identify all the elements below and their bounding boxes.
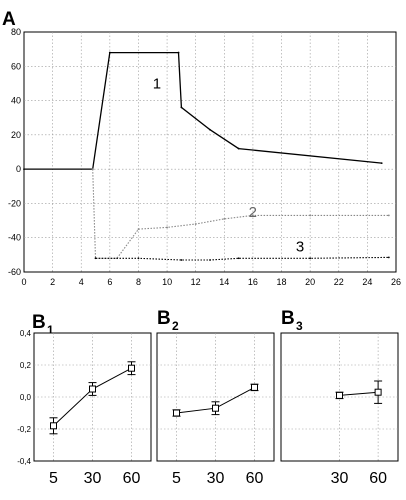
panel-b1-title: B 1 (32, 312, 54, 337)
panel-b1-chart: 0,4 0,2 0,0 -0,2 -0,4 5 30 60 (17, 329, 152, 487)
panel-a-series-1-point-5 (209, 128, 211, 131)
panel-b1-ytick-0: 0,4 (20, 329, 32, 338)
panel-a-xtick-6: 6 (107, 277, 112, 287)
panel-b2-xtick-60: 60 (246, 470, 264, 487)
panel-b3-xtick-30: 30 (331, 470, 349, 487)
panel-a-series-3-point-1 (137, 257, 140, 260)
panel-a-series (23, 51, 390, 261)
panel-b1-letter: B (32, 312, 46, 333)
panel-a-series-2-point-7 (252, 214, 254, 217)
panel-b2-subscript: 2 (172, 319, 179, 333)
panel-b3-letter: B (281, 308, 295, 329)
panel-a-series-3-point-0 (94, 257, 97, 260)
panel-a-ytick-80: 80 (11, 27, 21, 37)
panel-b2-point-30 (212, 404, 219, 412)
panel-b3-line (339, 391, 379, 396)
panel-a-chart: 0 2 4 6 8 10 12 14 16 18 20 22 24 26-60-40-2002040608… (8, 27, 401, 287)
panel-a-series-3-point-6 (387, 256, 390, 259)
panel-b2-letter: B (157, 308, 171, 329)
panel-a-series-1-line (24, 51, 382, 170)
panel-a-ytick-60: 60 (11, 61, 21, 71)
panel-a-series-1-point-0 (23, 168, 25, 171)
panel-b1-xtick-5: 5 (49, 470, 58, 487)
panel-a-xtick-8: 8 (136, 277, 141, 287)
panel-a-xtick-12: 12 (191, 277, 201, 287)
panel-a-series-1-point-7 (380, 162, 383, 165)
panel-a-xtick-22: 22 (334, 277, 344, 287)
panel-a-series-2-point-0 (91, 168, 94, 171)
panel-a-xtick-16: 16 (248, 277, 258, 287)
panel-a-xtick-14: 14 (219, 277, 229, 287)
panel-a-series-2-point-4 (166, 226, 168, 229)
panel-b1-point-60 (128, 364, 135, 372)
panel-a-xtick-2: 2 (50, 277, 55, 287)
panel-a-ytick--60: -60 (8, 267, 21, 277)
panel-a-ticks: 0 2 4 6 8 10 12 14 16 18 20 22 24 26-60-40-2002040608… (8, 27, 401, 287)
panel-a-series-3-point-2 (180, 259, 183, 261)
panel-a-series-labels: 1 2 3 (153, 76, 304, 256)
panel-a-label: A (2, 9, 16, 30)
panel-b1-ytick-1: 0,2 (20, 361, 32, 370)
panel-a-series-1-label: 1 (153, 76, 161, 93)
panel-b2-title: B 2 (157, 308, 179, 333)
panel-a-series-3-point-3 (209, 259, 211, 261)
panel-a-series-2-point-6 (223, 217, 226, 220)
panel-a-series-2-point-3 (137, 228, 140, 231)
panel-a-series-3-point-5 (309, 257, 312, 260)
panel-b2-xtick-5: 5 (172, 470, 181, 487)
panel-b3-title: B 3 (281, 308, 303, 333)
panel-b1-point-5 (50, 422, 57, 430)
panel-a-ytick-0: 0 (16, 164, 21, 174)
panel-a-xtick-24: 24 (362, 277, 372, 287)
panel-b3-xtick-60: 60 (369, 470, 387, 487)
panel-a-series-1-point-2 (108, 51, 111, 54)
panel-a-series-1-point-4 (180, 106, 183, 109)
panel-a-series-2-point-9 (387, 214, 390, 217)
panel-a-series-2-line (92, 169, 389, 259)
panel-a-series-1-point-6 (237, 147, 240, 150)
panel-b1-ytick-2: 0,0 (20, 393, 32, 402)
panel-b2-point-60 (251, 383, 258, 391)
panel-a-xtick-0: 0 (21, 277, 26, 287)
panel-a-xtick-10: 10 (162, 277, 172, 287)
panel-a-ytick-20: 20 (11, 130, 21, 140)
panel-b2-xtick-30: 30 (207, 470, 225, 487)
panel-b3-chart: 30 60 (280, 332, 399, 487)
panel-b1-ytick-4: -0,4 (17, 457, 31, 466)
panel-a-series-2-label: 2 (249, 204, 257, 221)
panel-a-ytick--40: -40 (8, 233, 21, 243)
panel-b1-xtick-60: 60 (123, 470, 141, 487)
panel-b2-point-5 (173, 409, 180, 417)
panel-b1-ytick-3: -0,2 (17, 425, 31, 434)
panel-a-frame (23, 31, 397, 273)
panel-a-grid (24, 32, 396, 272)
panel-a-xtick-20: 20 (305, 277, 315, 287)
panel-a-series-1-point-3 (177, 51, 180, 54)
panel-a-ytick--20: -20 (8, 198, 21, 208)
panel-b2-chart: 5 30 60 (156, 332, 275, 487)
panel-b1-xtick-30: 30 (84, 470, 102, 487)
panel-b3-subscript: 3 (296, 319, 303, 333)
panel-b1-subscript: 1 (47, 323, 54, 337)
panel-b1-point-30 (89, 385, 96, 393)
panel-a-xtick-4: 4 (79, 277, 84, 287)
panel-a-series-2-point-5 (194, 223, 197, 225)
panel-a-series-2-point-8 (309, 214, 312, 217)
panel-a-series-3-point-4 (237, 257, 240, 260)
panel-a-xtick-26: 26 (391, 277, 401, 287)
panel-b3-point-60 (374, 388, 382, 396)
panel-a-ytick-40: 40 (11, 96, 21, 106)
panel-b3-point-30 (336, 391, 343, 399)
panel-a-series-3-label: 3 (296, 238, 304, 255)
panel-a-xtick-18: 18 (277, 277, 287, 287)
